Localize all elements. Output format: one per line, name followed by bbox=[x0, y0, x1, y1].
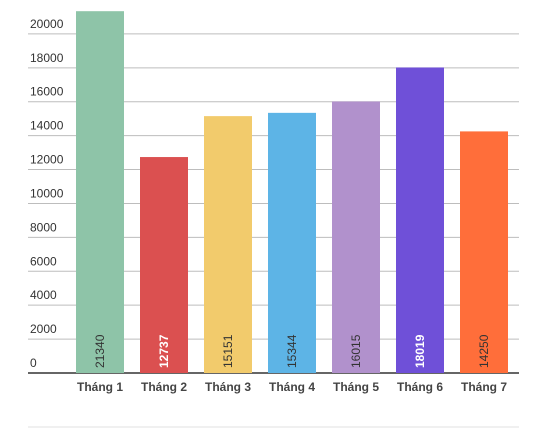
y-tick-label: 6000 bbox=[30, 254, 57, 268]
bar bbox=[332, 101, 380, 373]
x-tick-label: Tháng 7 bbox=[461, 380, 507, 394]
value-label: 16015 bbox=[349, 334, 363, 368]
y-tick-label: 0 bbox=[30, 356, 37, 370]
y-tick-label: 16000 bbox=[30, 85, 64, 99]
y-tick-label: 20000 bbox=[30, 17, 64, 31]
x-tick-label: Tháng 4 bbox=[269, 380, 315, 394]
y-tick-label: 14000 bbox=[30, 119, 64, 133]
bar bbox=[396, 67, 444, 374]
x-tick-label: Tháng 6 bbox=[397, 380, 443, 394]
x-tick-label: Tháng 5 bbox=[333, 380, 379, 394]
value-label: 15344 bbox=[285, 334, 299, 368]
value-label: 15151 bbox=[221, 334, 235, 368]
value-label: 21340 bbox=[93, 334, 107, 368]
bar bbox=[204, 116, 252, 374]
value-label: 12737 bbox=[157, 334, 171, 368]
x-tick-label: Tháng 1 bbox=[77, 380, 123, 394]
y-tick-label: 2000 bbox=[30, 322, 57, 336]
x-tick-label: Tháng 2 bbox=[141, 380, 187, 394]
y-tick-label: 8000 bbox=[30, 220, 57, 234]
bar bbox=[76, 11, 124, 373]
y-tick-label: 18000 bbox=[30, 51, 64, 65]
bar bbox=[268, 112, 316, 373]
value-label: 14250 bbox=[477, 334, 491, 368]
bar bbox=[460, 131, 508, 373]
value-label: 18019 bbox=[413, 334, 427, 368]
x-tick-label: Tháng 3 bbox=[205, 380, 251, 394]
bar bbox=[140, 157, 188, 373]
y-tick-label: 10000 bbox=[30, 186, 64, 200]
y-tick-label: 4000 bbox=[30, 288, 57, 302]
y-tick-label: 12000 bbox=[30, 153, 64, 167]
